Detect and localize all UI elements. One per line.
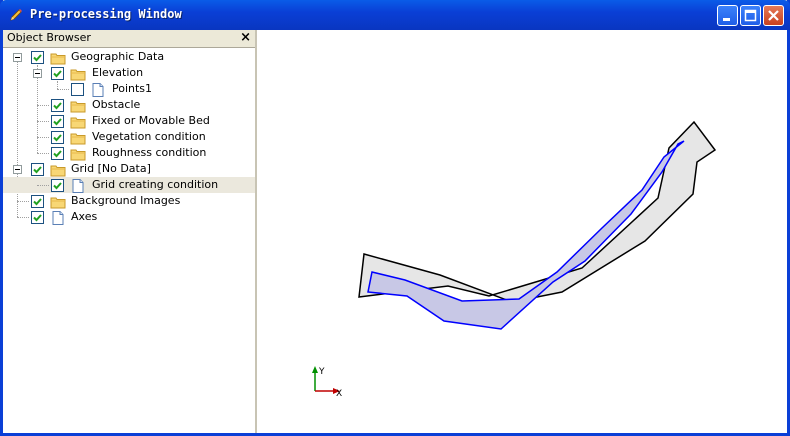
visibility-checkbox[interactable] — [51, 99, 64, 112]
minimize-icon — [723, 18, 730, 21]
y-axis-arrow-icon — [312, 366, 318, 373]
close-icon — [768, 10, 779, 21]
tree-line — [17, 217, 29, 218]
checkmark-icon — [33, 214, 42, 222]
close-button[interactable] — [763, 5, 784, 26]
folder-icon — [50, 50, 66, 66]
tree-line — [17, 57, 18, 217]
document-icon — [90, 82, 106, 98]
panel-close-icon[interactable]: × — [240, 30, 251, 45]
checkmark-icon — [53, 118, 62, 126]
document-icon — [50, 210, 66, 226]
visibility-checkbox[interactable] — [51, 131, 64, 144]
visibility-checkbox[interactable] — [31, 51, 44, 64]
checkmark-icon — [53, 70, 62, 78]
folder-icon — [70, 114, 86, 130]
tree-item[interactable]: Fixed or Movable Bed — [3, 113, 255, 129]
tree-item-label: Points1 — [112, 82, 153, 95]
tree-item[interactable]: Elevation — [3, 65, 255, 81]
maximize-button[interactable] — [740, 5, 761, 26]
tree-item[interactable]: Geographic Data — [3, 49, 255, 65]
tree-line — [37, 137, 49, 138]
minimize-button[interactable] — [717, 5, 738, 26]
checkmark-icon — [53, 150, 62, 158]
tree-item-label: Roughness condition — [92, 146, 207, 159]
folder-icon — [70, 130, 86, 146]
tree-item-label: Grid creating condition — [92, 178, 219, 191]
tree-item-label: Vegetation condition — [92, 130, 206, 143]
visibility-checkbox[interactable] — [31, 195, 44, 208]
folder-icon — [70, 146, 86, 162]
tree-item[interactable]: Grid creating condition — [3, 177, 255, 193]
tree-item-label: Geographic Data — [71, 50, 165, 63]
visibility-checkbox[interactable] — [51, 115, 64, 128]
tree-line — [17, 201, 29, 202]
document-icon — [70, 178, 86, 194]
folder-icon — [50, 162, 66, 178]
checkmark-icon — [33, 198, 42, 206]
checkmark-icon — [33, 54, 42, 62]
visibility-checkbox[interactable] — [51, 179, 64, 192]
tree-line — [37, 153, 49, 154]
region-polygon[interactable] — [358, 120, 717, 303]
object-browser-header: Object Browser × — [3, 30, 255, 48]
grid-creating-polygon[interactable] — [367, 140, 685, 330]
tree-line — [37, 185, 49, 186]
visibility-checkbox[interactable] — [31, 211, 44, 224]
x-axis-label: X — [336, 389, 342, 399]
folder-icon — [70, 66, 86, 82]
pencil-icon — [10, 9, 22, 21]
visibility-checkbox[interactable] — [31, 163, 44, 176]
tree-item-label: Obstacle — [92, 98, 141, 111]
tree-line — [37, 105, 49, 106]
tree-line — [57, 89, 69, 90]
collapse-toggle-icon[interactable] — [13, 53, 22, 62]
object-tree: Geographic Data Elevation Points1 Obstacle F… — [3, 49, 255, 429]
tree-line — [37, 65, 38, 153]
tree-item[interactable]: Axes — [3, 209, 255, 225]
visibility-checkbox[interactable] — [51, 67, 64, 80]
tree-item[interactable]: Vegetation condition — [3, 129, 255, 145]
y-axis-label: Y — [318, 367, 325, 377]
tree-item-label: Grid [No Data] — [71, 162, 151, 175]
collapse-toggle-icon[interactable] — [33, 69, 42, 78]
tree-item-label: Axes — [71, 210, 98, 223]
tree-line — [57, 81, 58, 89]
tree-item[interactable]: Background Images — [3, 193, 255, 209]
tree-item[interactable]: Points1 — [3, 81, 255, 97]
tree-item-label: Fixed or Movable Bed — [92, 114, 210, 127]
maximize-icon — [744, 9, 757, 22]
checkmark-icon — [53, 182, 62, 190]
collapse-toggle-icon[interactable] — [13, 165, 22, 174]
axes-indicator: Y X — [312, 366, 342, 399]
tree-line — [37, 121, 49, 122]
folder-icon — [70, 98, 86, 114]
x-axis-arrow-icon — [333, 388, 340, 394]
checkmark-icon — [53, 134, 62, 142]
object-browser-title: Object Browser — [7, 31, 91, 44]
tree-item-label: Background Images — [71, 194, 181, 207]
window-title: Pre-processing Window — [30, 7, 182, 21]
title-bar[interactable]: Pre-processing Window — [0, 0, 790, 30]
visibility-checkbox[interactable] — [51, 147, 64, 160]
tree-item-label: Elevation — [92, 66, 144, 79]
object-browser-panel: Object Browser × Geographic Data Elevatio… — [3, 30, 257, 433]
tree-item[interactable]: Grid [No Data] — [3, 161, 255, 177]
folder-icon — [50, 194, 66, 210]
visibility-checkbox[interactable] — [71, 83, 84, 96]
checkmark-icon — [33, 166, 42, 174]
tree-item[interactable]: Obstacle — [3, 97, 255, 113]
graphics-view[interactable]: Y X — [257, 30, 787, 433]
grid-canvas[interactable]: Y X — [257, 30, 787, 433]
tree-item[interactable]: Roughness condition — [3, 145, 255, 161]
checkmark-icon — [53, 102, 62, 110]
